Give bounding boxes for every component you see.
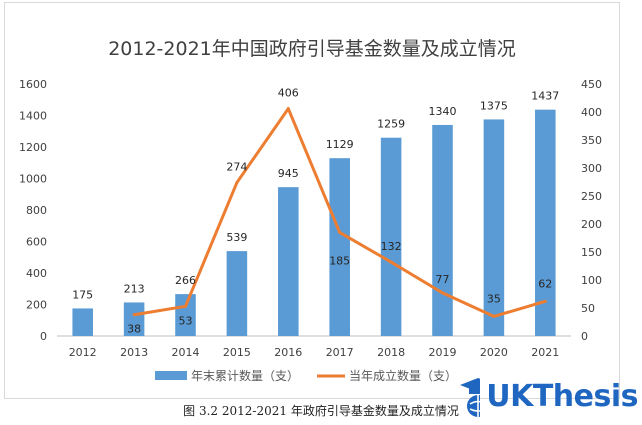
bar-data-label: 1437	[531, 90, 559, 103]
x-tick-label: 2012	[69, 346, 97, 359]
legend-bar-swatch	[155, 371, 187, 380]
line-data-label: 132	[381, 240, 402, 253]
x-tick-label: 2019	[429, 346, 457, 359]
line-point	[441, 291, 444, 295]
bar	[432, 124, 453, 336]
y-left-tick-label: 200	[26, 299, 47, 312]
bar-data-label: 1375	[480, 99, 508, 112]
line-data-label: 35	[487, 292, 501, 305]
y-left-tick-label: 400	[26, 267, 47, 280]
y-left-tick-label: 1000	[19, 173, 47, 186]
y-right-tick-label: 0	[581, 330, 588, 343]
y-right-tick-label: 350	[581, 134, 602, 147]
data-labels: 175 213 266 539 945 1129 1259 1340 1375 1437 38 53 2…	[72, 87, 559, 336]
line-data-label: 38	[127, 323, 141, 336]
line-point	[389, 260, 393, 264]
y-right-tick-label: 300	[581, 162, 602, 175]
y-left-tick-label: 1200	[19, 141, 47, 154]
y-right-tick-label: 50	[581, 302, 595, 315]
legend-line-label: 当年成立数量（支）	[349, 368, 457, 383]
y-right-tick-label: 150	[581, 246, 602, 259]
bar-data-label: 539	[226, 231, 247, 244]
bar	[72, 308, 93, 336]
graduate-globe-icon	[460, 378, 481, 417]
y-left-tick-label: 1400	[19, 110, 47, 123]
line-point	[235, 181, 239, 185]
line-data-label: 62	[538, 277, 552, 290]
bar-data-label: 266	[175, 274, 196, 287]
x-tick-label: 2013	[120, 346, 148, 359]
x-tick-label: 2017	[326, 346, 354, 359]
line-data-label: 185	[329, 254, 350, 267]
x-tick-label: 2020	[480, 346, 508, 359]
bar-data-label: 945	[278, 167, 299, 180]
legend: 年末累计数量（支） 当年成立数量（支）	[155, 368, 457, 383]
bar	[175, 294, 196, 336]
x-tick-label: 2015	[223, 346, 251, 359]
bar	[226, 251, 248, 336]
y-right-tick-label: 450	[581, 78, 602, 91]
y-left-tick-label: 1600	[19, 78, 47, 91]
y-left-tick-label: 0	[40, 330, 47, 343]
x-tick-label: 2018	[377, 346, 405, 359]
line-data-label: 53	[179, 314, 193, 327]
line-data-label: 77	[436, 273, 450, 286]
x-tick-label: 2016	[274, 346, 302, 359]
bar-data-label: 1259	[377, 118, 405, 131]
watermark-text: UKThesis	[486, 378, 638, 414]
bar	[329, 158, 350, 336]
bar-series	[72, 109, 556, 336]
axes: 0 200 400 600 800 1000 1200 1400 1600 0 50 100 150 20…	[19, 78, 602, 359]
y-left-tick-label: 800	[26, 204, 47, 217]
bar-data-label: 1129	[326, 138, 354, 151]
bar-data-label: 213	[124, 282, 145, 295]
figure-caption: 图 3.2 2012-2021 年政府引导基金数量及成立情况	[183, 404, 459, 418]
bar	[278, 187, 299, 336]
bar	[483, 119, 505, 336]
bar	[123, 302, 145, 336]
line-point	[184, 304, 187, 308]
y-right-tick-label: 100	[581, 274, 602, 287]
chart-canvas: 2012-2021年中国政府引导基金数量及成立情况 0 200 400 600 800 1…	[19, 38, 602, 383]
line-point	[492, 314, 496, 318]
x-tick-label: 2014	[172, 346, 200, 359]
y-right-tick-label: 250	[581, 190, 602, 203]
line-point	[543, 299, 547, 303]
bar-data-label: 175	[72, 288, 93, 301]
y-left-tick-label: 600	[26, 236, 47, 249]
bar	[535, 109, 556, 336]
line-data-label: 274	[226, 161, 247, 174]
line-data-label: 406	[278, 87, 299, 100]
y-right-tick-label: 400	[581, 106, 602, 119]
chart-frame: 2012-2021年中国政府引导基金数量及成立情况 0 200 400 600 800 1…	[4, 2, 620, 399]
bar-data-label: 1340	[429, 105, 457, 118]
bar	[380, 137, 402, 336]
line-series	[132, 107, 547, 318]
line-point	[338, 230, 342, 234]
watermark-logo: UKThesis	[458, 368, 638, 424]
line-point	[286, 107, 290, 111]
x-tick-label: 2021	[531, 346, 559, 359]
y-right-tick-label: 200	[581, 218, 602, 231]
legend-bar-label: 年末累计数量（支）	[191, 368, 299, 383]
line-point	[132, 313, 136, 317]
chart-title: 2012-2021年中国政府引导基金数量及成立情况	[108, 38, 516, 60]
